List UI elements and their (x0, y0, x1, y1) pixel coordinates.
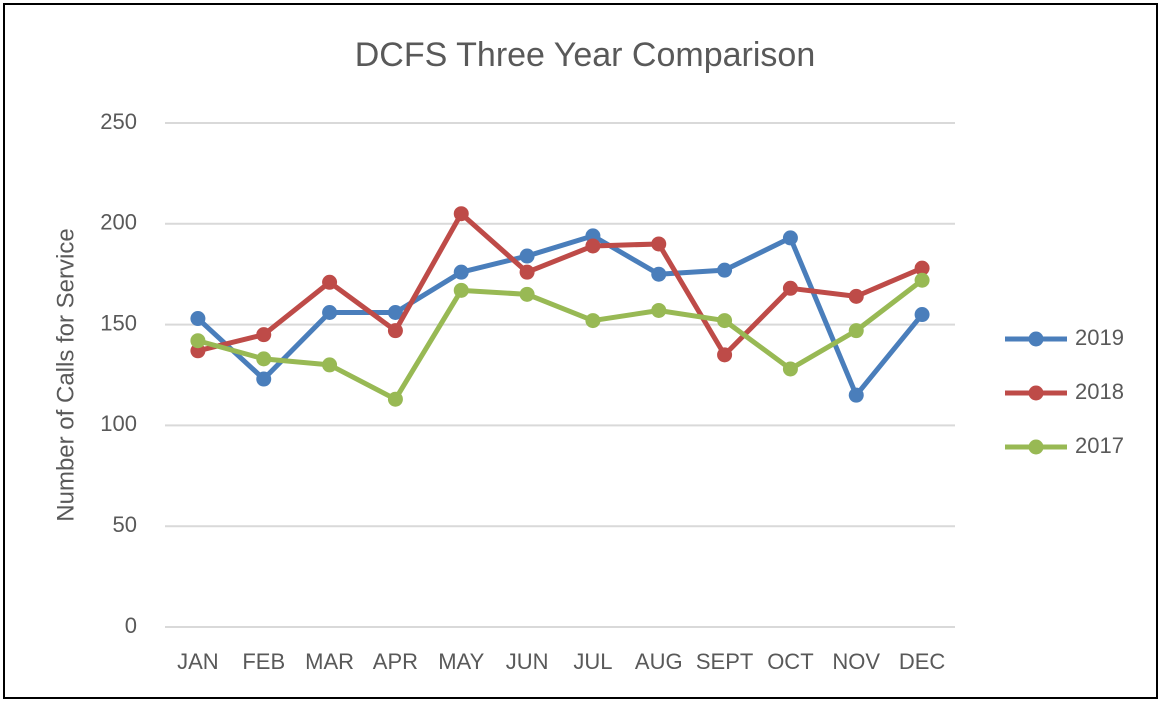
series-line (197, 211, 924, 358)
x-tick-label: JAN (177, 649, 219, 674)
x-tick-label: SEPT (696, 649, 753, 674)
y-tick-label: 0 (125, 613, 137, 638)
data-point (782, 280, 798, 296)
data-point (519, 248, 535, 264)
data-point (387, 305, 403, 321)
data-point (519, 286, 535, 302)
data-point (256, 371, 272, 387)
data-point (914, 260, 930, 276)
data-point (848, 288, 864, 304)
series-line (196, 233, 925, 398)
x-tick-label: MAR (305, 649, 354, 674)
data-point (322, 274, 338, 290)
data-point (387, 323, 403, 339)
data-point (190, 311, 206, 327)
data-point (322, 357, 338, 373)
data-point (519, 264, 535, 280)
legend-label: 2017 (1075, 433, 1124, 458)
data-point (651, 236, 667, 252)
x-tick-label: APR (373, 649, 418, 674)
data-point (914, 272, 930, 288)
legend-marker (1028, 331, 1044, 347)
data-point (717, 347, 733, 363)
y-tick-label: 50 (113, 512, 137, 537)
data-point (387, 391, 403, 407)
data-point (453, 264, 469, 280)
y-tick-label: 250 (100, 109, 137, 134)
data-point (453, 206, 469, 222)
data-point (717, 262, 733, 278)
x-tick-label: MAY (438, 649, 484, 674)
y-tick-label: 200 (100, 210, 137, 235)
x-tick-label: NOV (832, 649, 880, 674)
y-axis-label: Number of Calls for Service (52, 228, 79, 521)
data-point (651, 302, 667, 318)
data-point (585, 238, 601, 254)
x-tick-label: OCT (767, 649, 813, 674)
legend-marker (1028, 439, 1044, 455)
legend-label: 2019 (1075, 325, 1124, 350)
y-tick-label: 100 (100, 411, 137, 436)
x-tick-label: DEC (899, 649, 946, 674)
y-tick-label: 150 (100, 310, 137, 335)
x-tick-label: FEB (242, 649, 285, 674)
data-point (585, 313, 601, 329)
x-tick-label: JUN (506, 649, 549, 674)
data-point (717, 313, 733, 329)
chart-frame (3, 3, 1158, 699)
data-point (322, 305, 338, 321)
data-point (651, 266, 667, 282)
data-point (848, 323, 864, 339)
x-tick-label: JUL (573, 649, 612, 674)
data-point (914, 307, 930, 323)
data-point (453, 282, 469, 298)
data-point (782, 230, 798, 246)
legend-marker (1028, 385, 1044, 401)
data-point (782, 361, 798, 377)
series-line (197, 278, 924, 402)
data-point (256, 327, 272, 343)
legend-label: 2018 (1075, 379, 1124, 404)
chart-title: DCFS Three Year Comparison (355, 36, 815, 74)
data-point (256, 351, 272, 367)
data-point (190, 333, 206, 349)
data-point (848, 387, 864, 403)
x-tick-label: AUG (635, 649, 683, 674)
